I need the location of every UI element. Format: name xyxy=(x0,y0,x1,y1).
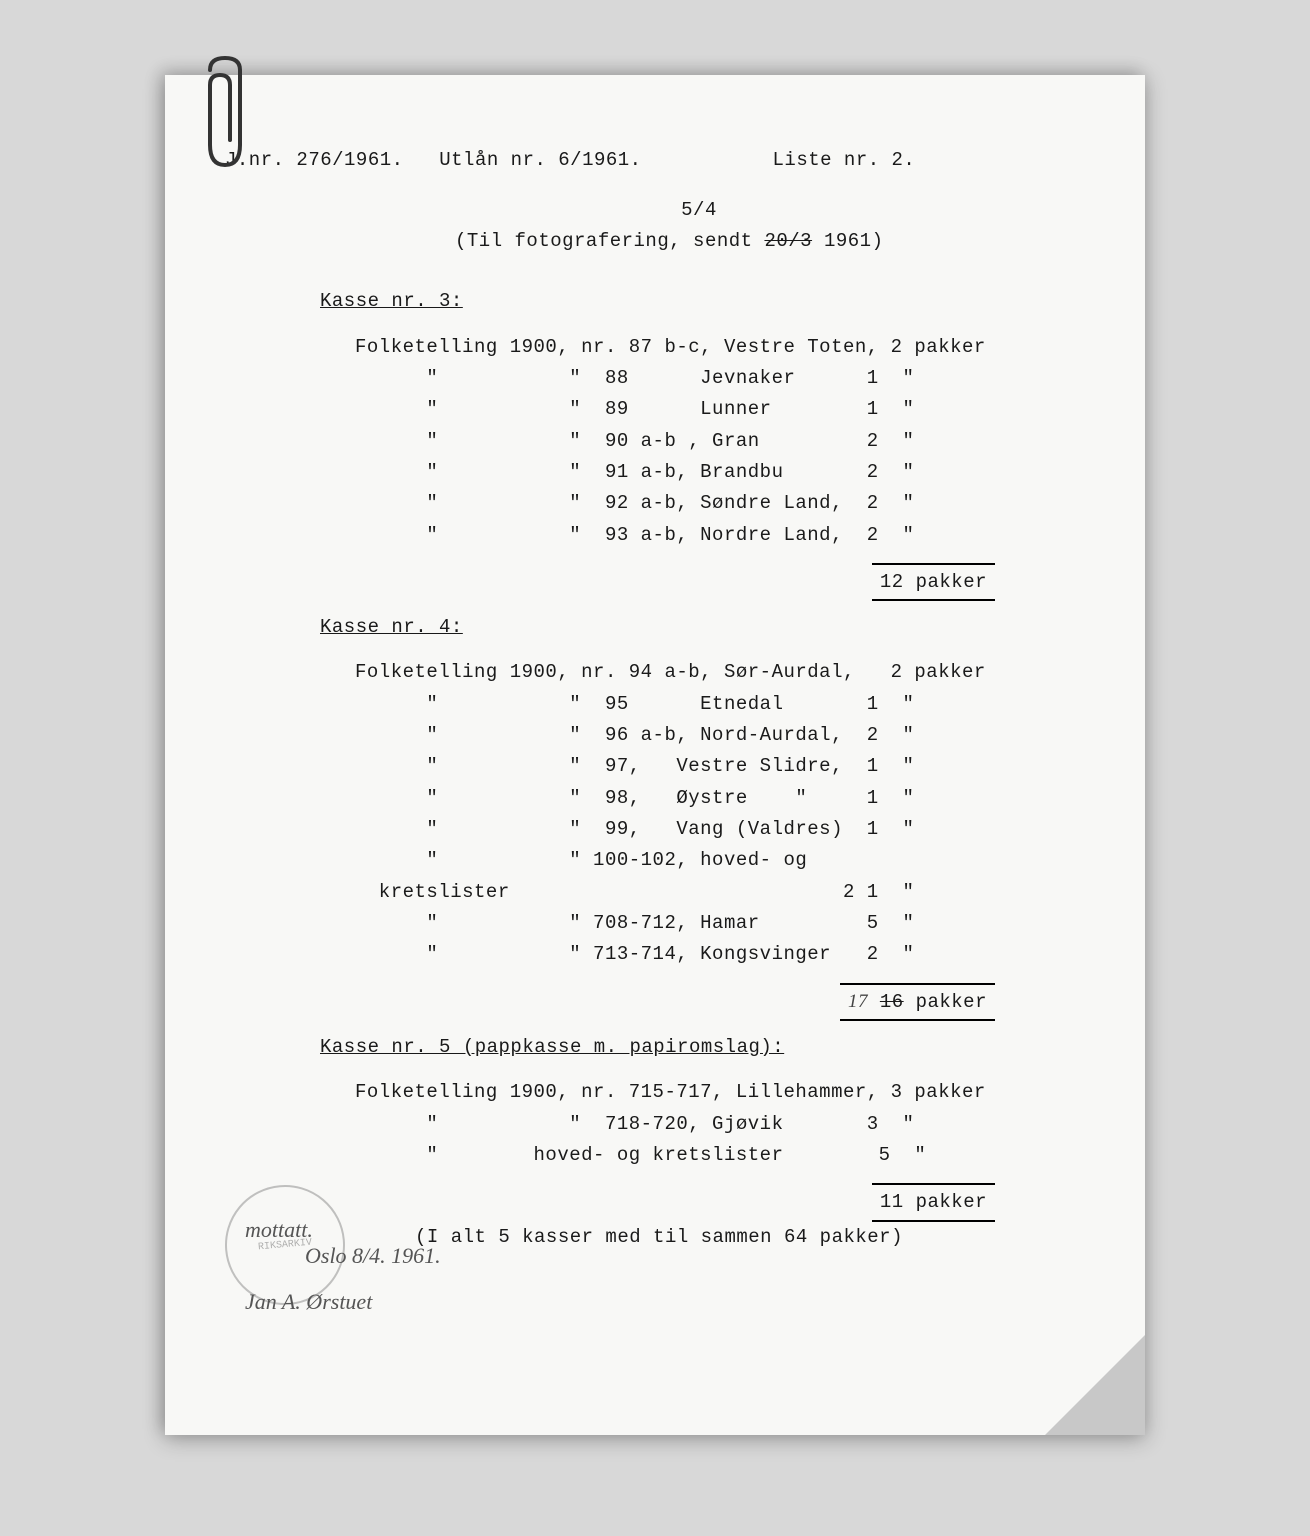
paper-clip-icon xyxy=(195,50,255,180)
table-row: " " 93 a-b, Nordre Land, 2 " xyxy=(355,520,1095,551)
table-row: " " 95 Etnedal 1 " xyxy=(355,689,1095,720)
table-row: " " 89 Lunner 1 " xyxy=(355,394,1095,425)
date-correction: 5/4 xyxy=(455,195,1095,225)
liste-number: Liste nr. 2. xyxy=(773,149,916,171)
table-row: " " 88 Jevnaker 1 " xyxy=(355,363,1095,394)
table-row: " " 713-714, Kongsvinger 2 " xyxy=(355,939,1095,970)
table-row: kretslister 2 1 " xyxy=(355,877,1095,908)
handwriting-line2: Oslo 8/4. 1961. xyxy=(305,1243,441,1269)
photo-line: (Til fotografering, sendt 20/3 1961) xyxy=(455,226,1095,256)
kasse5-header: Kasse nr. 5 (pappkasse m. papiromslag): xyxy=(320,1032,1095,1062)
header-line: J.nr. 276/1961. Utlån nr. 6/1961. Liste … xyxy=(225,145,1095,175)
kasse5-total: 11 pakker xyxy=(872,1183,995,1221)
kasse4-header: Kasse nr. 4: xyxy=(320,612,1095,642)
table-row: " " 90 a-b , Gran 2 " xyxy=(355,426,1095,457)
kasse4-total: 17 16 pakker xyxy=(840,983,995,1021)
document-content: J.nr. 276/1961. Utlån nr. 6/1961. Liste … xyxy=(165,75,1145,1293)
table-row: " " 92 a-b, Søndre Land, 2 " xyxy=(355,488,1095,519)
kasse3-intro: Folketelling 1900, nr. 87 b-c, Vestre To… xyxy=(355,332,1095,363)
table-row: " " 99, Vang (Valdres) 1 " xyxy=(355,814,1095,845)
table-row: " " 97, Vestre Slidre, 1 " xyxy=(355,751,1095,782)
kasse3-total: 12 pakker xyxy=(872,563,995,601)
table-row: " " 718-720, Gjøvik 3 " xyxy=(355,1109,1095,1140)
table-row: " hoved- og kretslister 5 " xyxy=(355,1140,1095,1171)
kasse3-header: Kasse nr. 3: xyxy=(320,286,1095,316)
summary-line: (I alt 5 kasser med til sammen 64 pakker… xyxy=(415,1222,1095,1252)
folded-corner-icon xyxy=(1045,1335,1145,1435)
document-page: J.nr. 276/1961. Utlån nr. 6/1961. Liste … xyxy=(165,75,1145,1435)
struck-date: 20/3 xyxy=(764,230,812,252)
table-row: " " 91 a-b, Brandbu 2 " xyxy=(355,457,1095,488)
table-row: " " 708-712, Hamar 5 " xyxy=(355,908,1095,939)
handwriting-line1: mottatt. xyxy=(245,1217,441,1243)
table-row: " " 98, Øystre " 1 " xyxy=(355,783,1095,814)
table-row: " " 96 a-b, Nord-Aurdal, 2 " xyxy=(355,720,1095,751)
utlan-number: Utlån nr. 6/1961. xyxy=(439,149,641,171)
kasse5-intro: Folketelling 1900, nr. 715-717, Lilleham… xyxy=(355,1077,1095,1108)
handwriting-signature: Jan A. Ørstuet xyxy=(245,1289,441,1315)
table-row: " " 100-102, hoved- og xyxy=(355,845,1095,876)
handwritten-notes: mottatt. Oslo 8/4. 1961. Jan A. Ørstuet xyxy=(245,1217,441,1315)
kasse4-intro: Folketelling 1900, nr. 94 a-b, Sør-Aurda… xyxy=(355,657,1095,688)
